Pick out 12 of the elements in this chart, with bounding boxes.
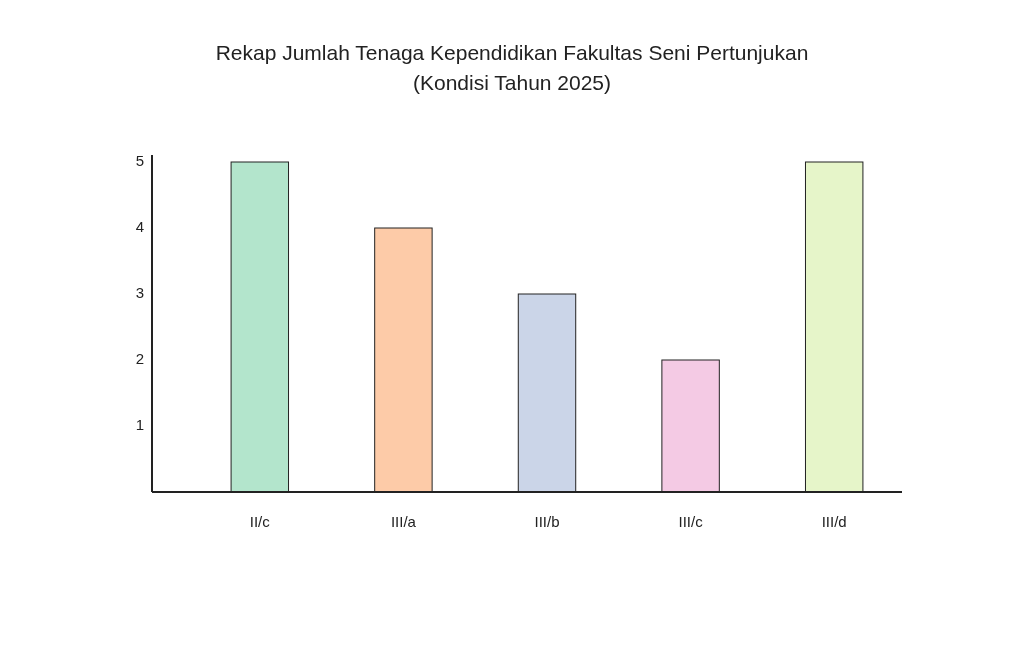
x-tick-label: III/c	[678, 513, 704, 530]
x-tick-label: III/b	[534, 513, 560, 530]
chart-title: Rekap Jumlah Tenaga Kependidikan Fakultas Seni Pertunjukan	[215, 41, 809, 64]
x-tick-label: III/d	[821, 513, 847, 530]
y-tick-label: 5	[135, 151, 145, 169]
y-tick-label: 2	[135, 349, 145, 367]
y-tick-label: 4	[135, 217, 145, 235]
y-tick-label: 1	[135, 415, 145, 433]
chart-subtitle: (Kondisi Tahun 2025)	[412, 71, 612, 94]
x-tick-label: III/a	[390, 513, 417, 530]
y-tick-label: 3	[135, 283, 145, 301]
x-tick-label: II/c	[249, 513, 271, 530]
